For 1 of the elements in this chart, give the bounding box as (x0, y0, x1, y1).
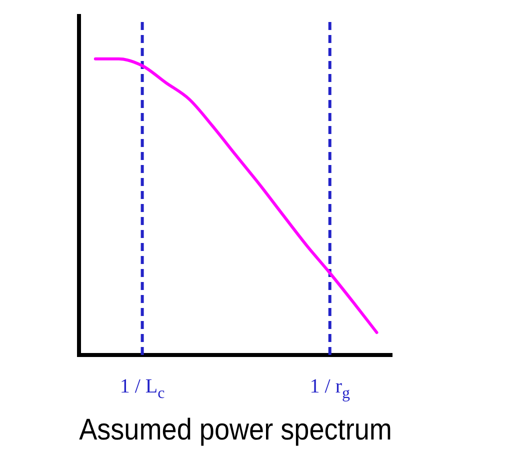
text: Assumed power spectrum (79, 413, 392, 447)
